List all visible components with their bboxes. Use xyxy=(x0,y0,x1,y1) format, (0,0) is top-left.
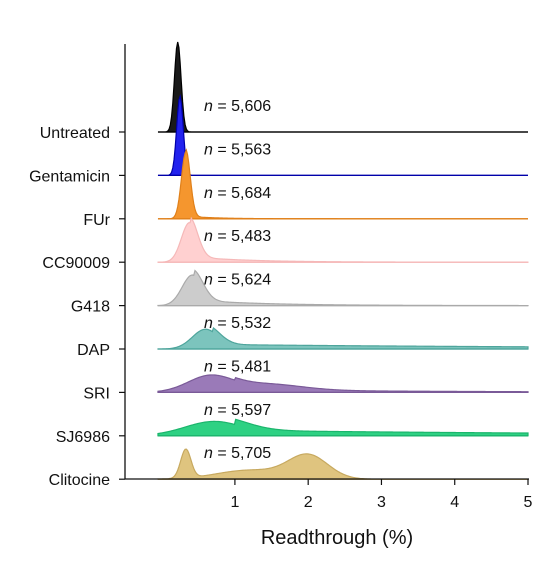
n-count-label: n = 5,624 xyxy=(204,272,271,289)
density-area xyxy=(157,41,528,133)
category-label: Untreated xyxy=(40,125,110,142)
ridge-clitocine: n = 5,705 xyxy=(157,445,528,480)
ridge-sj6986: n = 5,597 xyxy=(157,402,529,437)
ridges-group: n = 5,606 n = 5,563 n = 5,684 n = 5,483 n = … xyxy=(157,41,529,480)
ridge-cc90009: n = 5,483 xyxy=(157,216,529,263)
ridge-untreated: n = 5,606 xyxy=(157,41,528,133)
category-label: G418 xyxy=(71,299,110,316)
category-label: Gentamicin xyxy=(29,168,110,185)
ridge-g418: n = 5,624 xyxy=(157,269,529,307)
category-label: FUr xyxy=(83,212,110,229)
axes-group: Untreated Gentamicin FUr CC90009 G418 DAP SRI S… xyxy=(29,44,533,511)
density-area xyxy=(157,374,529,393)
category-label: CC90009 xyxy=(42,255,110,272)
density-area xyxy=(157,418,529,437)
ridge-sri: n = 5,481 xyxy=(157,358,529,394)
category-label: Clitocine xyxy=(49,472,110,489)
n-count-label: n = 5,705 xyxy=(204,445,271,462)
ridge-fur: n = 5,684 xyxy=(157,148,528,220)
x-axis-title: Readthrough (%) xyxy=(261,527,413,549)
n-count-label: n = 5,483 xyxy=(204,228,271,245)
category-label: SJ6986 xyxy=(56,429,110,446)
x-tick-label: 1 xyxy=(230,494,239,511)
density-area xyxy=(157,326,529,350)
category-label: DAP xyxy=(77,342,110,359)
ridge-gentamicin: n = 5,563 xyxy=(157,94,528,177)
n-count-label: n = 5,597 xyxy=(204,402,271,419)
x-tick-label: 2 xyxy=(304,494,313,511)
n-count-label: n = 5,684 xyxy=(204,185,271,202)
n-count-label: n = 5,481 xyxy=(204,358,271,375)
category-label: SRI xyxy=(83,385,110,402)
x-tick-label: 5 xyxy=(524,494,533,511)
x-tick-label: 3 xyxy=(377,494,386,511)
x-tick-label: 4 xyxy=(450,494,459,511)
n-count-label: n = 5,606 xyxy=(204,98,271,115)
n-count-label: n = 5,532 xyxy=(204,315,271,332)
n-count-label: n = 5,563 xyxy=(204,141,271,158)
ridge-dap: n = 5,532 xyxy=(157,315,529,350)
